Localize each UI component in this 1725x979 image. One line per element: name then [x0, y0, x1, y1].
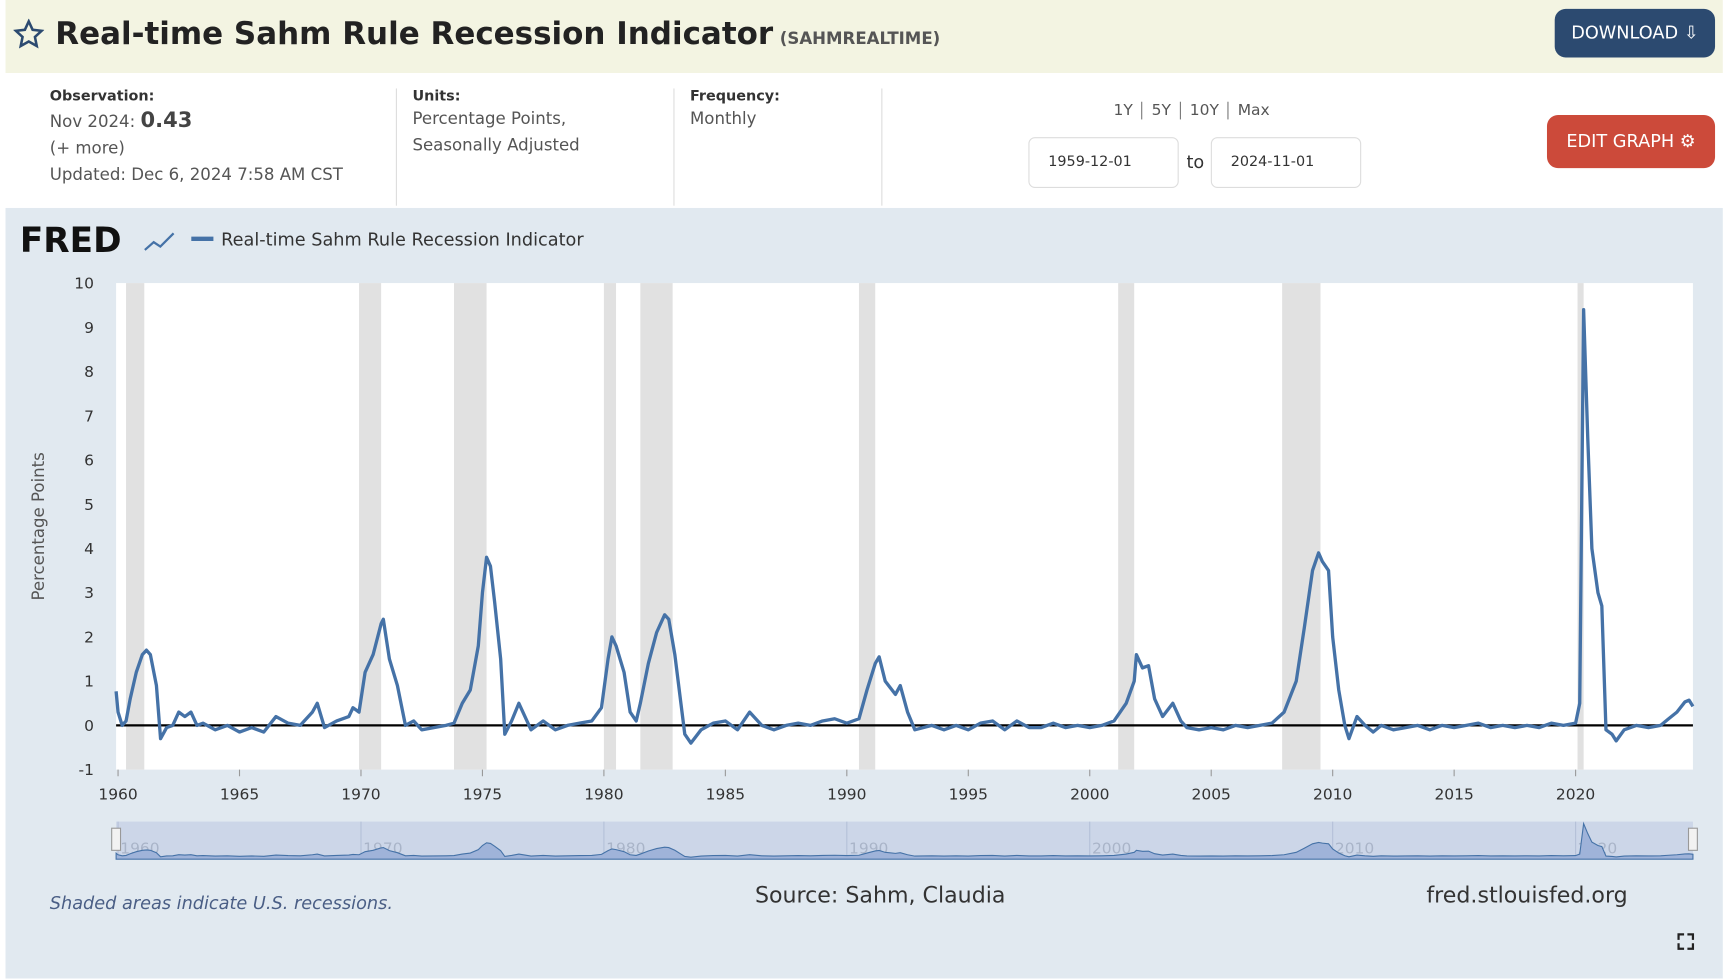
x-tick-label: 1970: [341, 785, 380, 803]
observation: Observation: Nov 2024: 0.43 (+ more) Upd…: [50, 88, 343, 188]
edit-label: EDIT GRAPH: [1566, 130, 1675, 152]
recession-band: [858, 283, 876, 770]
navigator-handle[interactable]: [111, 827, 122, 851]
x-tick-label: 2005: [1192, 785, 1231, 803]
x-tick-label: 1980: [584, 785, 623, 803]
obs-value: 0.43: [140, 108, 193, 133]
frequency: Frequency: Monthly: [690, 88, 780, 131]
x-tick-label: 1960: [98, 785, 137, 803]
separator: [881, 88, 883, 206]
x-tick-label: 1990: [827, 785, 866, 803]
recession-note: Shaded areas indicate U.S. recessions.: [50, 894, 393, 914]
x-tick-label: 1985: [706, 785, 745, 803]
units: Units: Percentage Points, Seasonally Adj…: [412, 88, 579, 158]
y-tick-label: 8: [84, 363, 94, 381]
navigator-handle[interactable]: [1687, 827, 1698, 851]
frequency-value: Monthly: [690, 108, 757, 129]
source: Source: Sahm, Claudia: [755, 882, 1005, 908]
fred-logo: FRED: [20, 221, 122, 261]
obs-date: Nov 2024:: [49, 111, 136, 132]
title-text: Real-time Sahm Rule Recession Indicator: [55, 15, 774, 52]
recession-band: [1282, 283, 1321, 770]
label: Observation:: [49, 88, 155, 106]
y-tick-label: 10: [74, 275, 94, 293]
navigator-label: 2010: [1335, 840, 1374, 858]
site: fred.stlouisfed.org: [1426, 882, 1627, 908]
x-tick-label: 1965: [220, 785, 259, 803]
y-tick-label: 6: [84, 452, 94, 470]
separator: [673, 88, 675, 206]
x-tick-label: 2020: [1556, 785, 1595, 803]
range-buttons: 1Y 5Y 10Y Max: [1105, 98, 1279, 120]
x-tick-label: 2000: [1070, 785, 1109, 803]
y-tick-label: -1: [79, 761, 94, 779]
range-button[interactable]: 5Y: [1141, 101, 1180, 120]
updated: Dec 6, 2024 7:58 AM CST: [131, 164, 343, 185]
recession-band: [454, 283, 487, 770]
x-tick-label: 1995: [949, 785, 988, 803]
units-value: Seasonally Adjusted: [412, 134, 580, 155]
label: Updated:: [49, 164, 126, 185]
series-line: [114, 307, 1695, 745]
download-button[interactable]: DOWNLOAD ⇩: [1554, 8, 1716, 58]
x-tick-label: 2015: [1434, 785, 1473, 803]
y-tick-label: 2: [84, 628, 94, 646]
y-tick-label: 3: [84, 584, 94, 602]
separator: [395, 88, 397, 206]
y-tick-label: 9: [84, 319, 94, 337]
more-link[interactable]: (+ more): [49, 138, 125, 159]
end-date-input[interactable]: 2024-11-01: [1210, 137, 1362, 188]
range-button[interactable]: 10Y: [1179, 101, 1228, 120]
y-axis-label: Percentage Points: [29, 452, 48, 600]
y-tick-label: 7: [84, 407, 94, 425]
navigator-label: 2000: [1092, 840, 1131, 858]
star-icon[interactable]: [13, 18, 45, 50]
to-label: to: [1186, 151, 1205, 173]
series-id: (SAHMREALTIME): [779, 28, 941, 49]
recession-band: [640, 283, 673, 770]
download-label: DOWNLOAD: [1571, 22, 1679, 44]
chart: FRED Real-time Sahm Rule Recession Indic…: [5, 207, 1723, 979]
label: Frequency:: [690, 88, 780, 106]
edit-graph-button[interactable]: EDIT GRAPH ⚙: [1546, 115, 1716, 169]
y-tick-label: 0: [84, 717, 94, 735]
title-bar: [5, 0, 1723, 73]
units-value: Percentage Points,: [412, 108, 567, 129]
recession-band: [126, 283, 145, 770]
fullscreen-icon[interactable]: [1677, 933, 1695, 950]
recession-band: [1118, 283, 1135, 770]
x-tick-label: 1975: [463, 785, 502, 803]
recession-band: [603, 283, 617, 770]
start-date-input[interactable]: 1959-12-01: [1028, 137, 1179, 188]
range-button[interactable]: 1Y: [1113, 101, 1133, 120]
title: Real-time Sahm Rule Recession Indicator(…: [55, 15, 940, 51]
navigator-area: [115, 821, 1694, 860]
legend-label: Real-time Sahm Rule Recession Indicator: [221, 230, 584, 250]
label: Units:: [412, 88, 461, 106]
x-tick-label: 2010: [1313, 785, 1352, 803]
range-button[interactable]: Max: [1227, 101, 1279, 120]
logo-icon: [144, 232, 175, 251]
y-tick-label: 5: [84, 496, 94, 514]
y-tick-label: 1: [84, 673, 94, 691]
y-tick-label: 4: [84, 540, 94, 558]
